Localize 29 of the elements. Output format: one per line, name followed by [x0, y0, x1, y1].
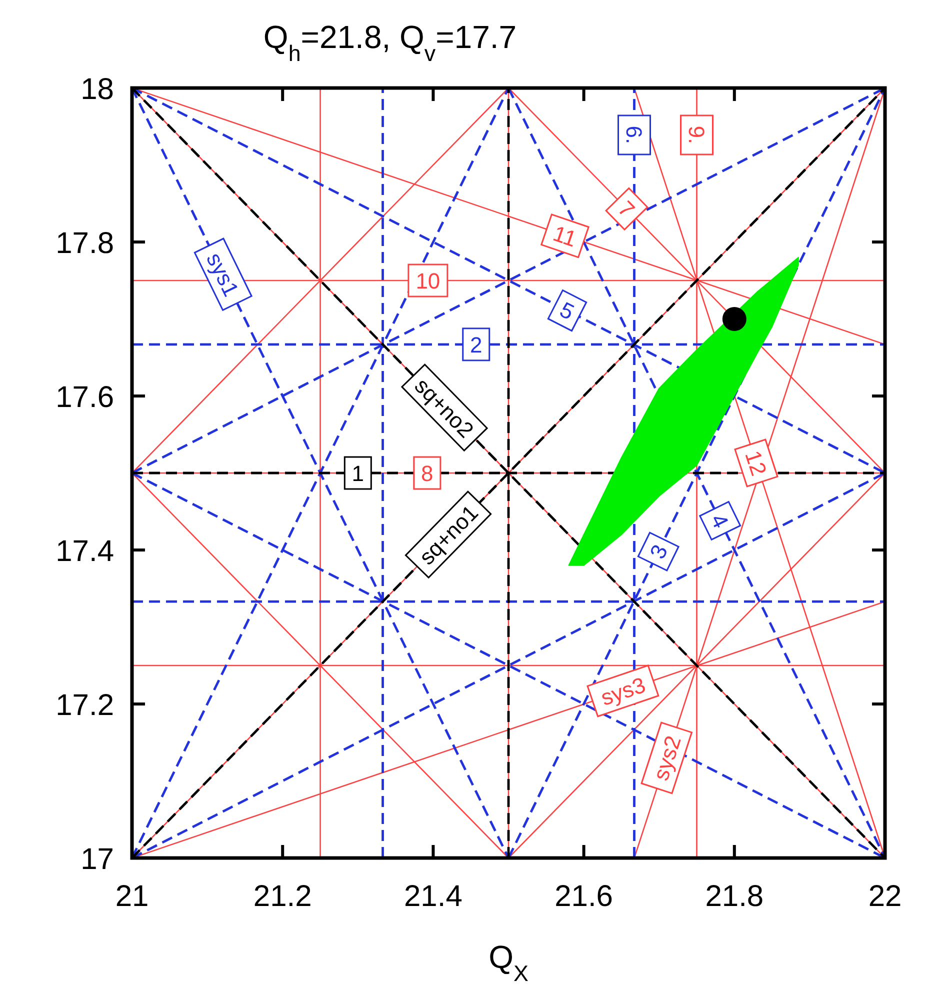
y-tick-label: 18 [80, 73, 114, 106]
annotation: 5 [556, 296, 578, 325]
x-tick-label: 21.4 [404, 880, 462, 913]
annotation: 11 [550, 220, 580, 252]
annotation: 4 [706, 510, 734, 532]
y-tick-label: 17.2 [56, 689, 114, 722]
annotation: sys2 [648, 732, 686, 784]
y-tick-label: 17 [80, 843, 114, 876]
annotation: 10 [416, 268, 440, 294]
annotation: 12 [740, 448, 772, 479]
x-tick-label: 21.2 [253, 880, 312, 913]
annotation: 6. [621, 126, 646, 144]
x-tick-label: 22 [868, 880, 902, 913]
annotation: 1 [352, 460, 364, 486]
annotation: sys1 [202, 248, 244, 300]
annotation: 7 [613, 196, 640, 222]
x-tick-label: 21.6 [554, 880, 613, 913]
y-tick-label: 17.8 [56, 227, 114, 260]
annotation: sys3 [598, 672, 649, 710]
annotation: 3 [644, 540, 673, 563]
annotation: 2 [470, 332, 482, 358]
annotation: 8 [421, 460, 434, 486]
x-tick-label: 21 [115, 880, 149, 913]
chart-title: Q$_{h}$=21.8, Q$_{v}$=17.7 [263, 19, 517, 66]
x-tick-label: 21.8 [705, 880, 764, 913]
y-tick-label: 17.6 [56, 381, 114, 414]
x-axis-title: Q$_{X}$ [488, 939, 528, 986]
annotation: 9. [684, 126, 709, 144]
y-tick-label: 17.4 [56, 535, 114, 568]
